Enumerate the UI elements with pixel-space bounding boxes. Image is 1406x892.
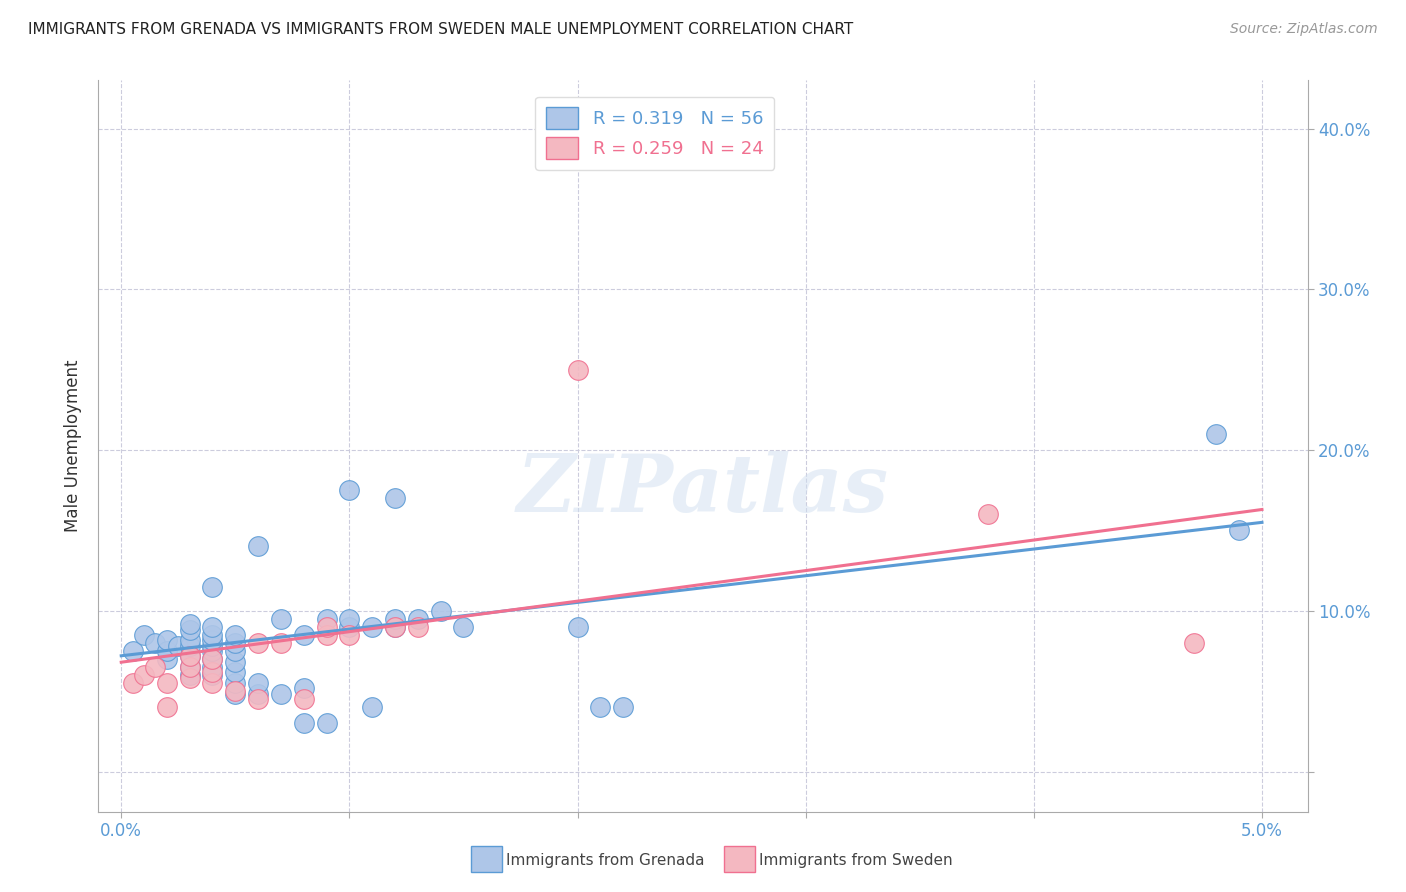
Point <box>453 620 475 634</box>
Point <box>247 636 270 650</box>
Point <box>224 628 246 642</box>
Point <box>337 628 360 642</box>
Point <box>292 716 315 731</box>
Text: Immigrants from Sweden: Immigrants from Sweden <box>759 853 953 868</box>
Point <box>247 687 270 701</box>
Point <box>201 632 224 647</box>
Point <box>337 483 360 498</box>
Point <box>337 620 360 634</box>
Point <box>201 668 224 682</box>
Point <box>167 639 190 653</box>
Point <box>270 687 292 701</box>
Point <box>156 700 179 714</box>
Point <box>567 620 589 634</box>
Point <box>179 648 201 663</box>
Point <box>292 681 315 695</box>
Point <box>589 700 612 714</box>
Point <box>612 700 634 714</box>
Point <box>270 636 292 650</box>
Point <box>406 612 429 626</box>
Point <box>179 616 201 631</box>
Point <box>384 491 406 506</box>
Point <box>132 628 155 642</box>
Point <box>201 660 224 674</box>
Point <box>201 628 224 642</box>
Point <box>247 540 270 554</box>
Point <box>224 687 246 701</box>
Text: Immigrants from Grenada: Immigrants from Grenada <box>506 853 704 868</box>
Point <box>384 612 406 626</box>
Point <box>156 632 179 647</box>
Point <box>145 660 167 674</box>
Legend: R = 0.319   N = 56, R = 0.259   N = 24: R = 0.319 N = 56, R = 0.259 N = 24 <box>534 96 775 169</box>
Point <box>224 684 246 698</box>
Point <box>977 508 1000 522</box>
Point <box>224 655 246 669</box>
Point <box>201 652 224 666</box>
Point <box>292 628 315 642</box>
Point <box>1227 524 1250 538</box>
Point <box>179 623 201 637</box>
Point <box>270 612 292 626</box>
Point <box>201 644 224 658</box>
Point <box>224 676 246 690</box>
Point <box>179 639 201 653</box>
Text: IMMIGRANTS FROM GRENADA VS IMMIGRANTS FROM SWEDEN MALE UNEMPLOYMENT CORRELATION : IMMIGRANTS FROM GRENADA VS IMMIGRANTS FR… <box>28 22 853 37</box>
Point <box>121 676 143 690</box>
Point <box>406 620 429 634</box>
Point <box>201 652 224 666</box>
Point <box>224 644 246 658</box>
Point <box>201 639 224 653</box>
Point <box>179 632 201 647</box>
Point <box>156 676 179 690</box>
Point <box>224 665 246 679</box>
Point <box>132 668 155 682</box>
Point <box>179 648 201 663</box>
Point <box>361 700 384 714</box>
Y-axis label: Male Unemployment: Male Unemployment <box>65 359 83 533</box>
Point <box>156 652 179 666</box>
Point <box>121 644 143 658</box>
Point <box>145 636 167 650</box>
Point <box>224 636 246 650</box>
Point <box>179 660 201 674</box>
Text: Source: ZipAtlas.com: Source: ZipAtlas.com <box>1230 22 1378 37</box>
Point <box>201 620 224 634</box>
Point <box>384 620 406 634</box>
Point <box>361 620 384 634</box>
Point <box>315 620 337 634</box>
Point <box>315 612 337 626</box>
Point <box>247 676 270 690</box>
Point <box>429 604 451 618</box>
Text: ZIPatlas: ZIPatlas <box>517 451 889 529</box>
Point <box>179 671 201 685</box>
Point <box>384 620 406 634</box>
Point <box>201 676 224 690</box>
Point <box>292 692 315 706</box>
Point <box>247 692 270 706</box>
Point <box>179 668 201 682</box>
Point <box>201 580 224 594</box>
Point <box>179 660 201 674</box>
Point <box>201 665 224 679</box>
Point <box>1205 426 1227 441</box>
Point <box>337 612 360 626</box>
Point <box>1182 636 1205 650</box>
Point <box>315 628 337 642</box>
Point <box>567 362 589 376</box>
Point <box>315 716 337 731</box>
Point <box>156 644 179 658</box>
